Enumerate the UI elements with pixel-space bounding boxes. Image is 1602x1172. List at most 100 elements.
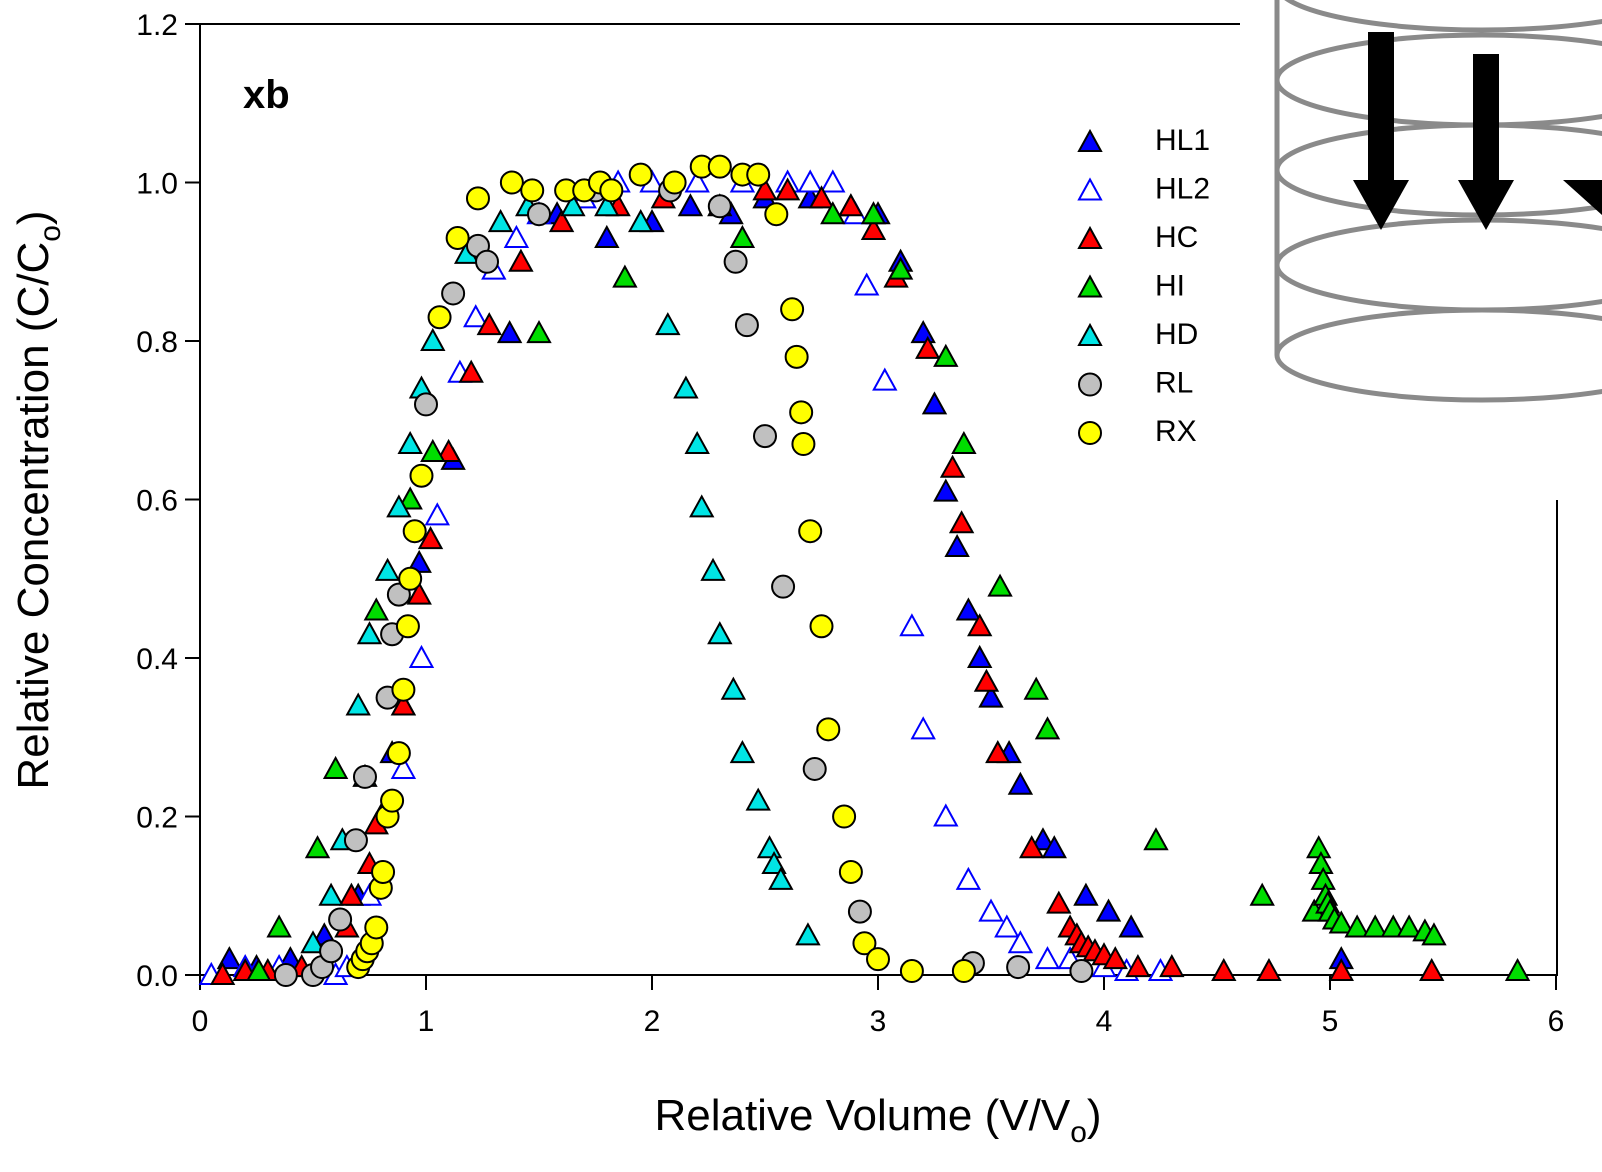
data-point <box>1328 957 1354 982</box>
data-point <box>475 249 500 274</box>
data-point <box>594 224 620 248</box>
data-point <box>872 367 898 391</box>
data-point <box>420 327 446 351</box>
data-point <box>707 194 732 219</box>
data-point <box>300 930 326 954</box>
data-point <box>487 209 514 233</box>
data-point <box>560 193 586 217</box>
data-point <box>343 828 368 853</box>
data-point <box>753 424 777 449</box>
data-point <box>987 573 1013 597</box>
data-point <box>386 494 412 518</box>
data-point <box>973 668 1000 692</box>
data-point <box>1256 957 1282 982</box>
data-point <box>746 162 771 187</box>
data-point <box>445 225 470 250</box>
x-axis-label-sub: o <box>1070 1116 1087 1149</box>
data-point <box>548 209 575 233</box>
data-point <box>1306 835 1332 859</box>
data-point <box>417 526 444 550</box>
data-point <box>689 494 715 518</box>
data-point <box>526 319 552 344</box>
panel-label: xb <box>243 73 290 117</box>
data-point <box>408 644 435 668</box>
data-point <box>729 224 756 248</box>
data-point <box>784 344 809 369</box>
series <box>246 201 1531 982</box>
data-point <box>499 170 524 195</box>
data-point <box>1023 676 1049 700</box>
legend-marker <box>1077 274 1103 298</box>
data-point <box>414 392 438 417</box>
data-point <box>1380 914 1406 938</box>
x-tick-label: 6 <box>1548 1005 1565 1038</box>
series <box>209 177 1445 985</box>
data-point <box>386 741 411 766</box>
data-point <box>441 281 466 306</box>
data-point <box>795 922 821 946</box>
column-ring <box>1274 307 1602 403</box>
data-point <box>406 581 432 605</box>
flow-arrow <box>1368 32 1394 182</box>
data-point <box>887 256 914 280</box>
data-point <box>1018 835 1045 859</box>
plot-area: 0.0 0.2 0.4 0.6 0.8 1.0 1.2 0 1 2 3 4 5 6 <box>136 9 1564 1038</box>
data-point <box>1344 914 1370 938</box>
column-diagram <box>1274 0 1602 403</box>
data-point <box>860 201 887 225</box>
y-axis-label-sub: o <box>34 225 67 242</box>
legend-marker <box>1077 322 1103 346</box>
data-point <box>520 178 545 203</box>
data-point <box>729 740 756 764</box>
data-point <box>756 835 783 859</box>
data-point <box>318 882 344 906</box>
data-point <box>322 755 349 779</box>
series <box>300 193 821 954</box>
data-point <box>397 486 423 510</box>
data-point <box>955 597 982 621</box>
legend-label: HL1 <box>1155 124 1210 157</box>
data-point <box>720 676 747 700</box>
data-point <box>866 947 890 972</box>
data-point <box>1396 914 1422 938</box>
x-axis-label-part: ) <box>1087 1091 1102 1140</box>
data-point <box>939 454 966 478</box>
data-point <box>707 154 732 179</box>
x-tick-label: 1 <box>418 1005 435 1038</box>
data-point <box>684 430 710 455</box>
data-point <box>352 764 377 789</box>
data-point <box>933 343 959 367</box>
x-tick-label: 4 <box>1096 1005 1113 1038</box>
data-point <box>1041 835 1067 859</box>
x-tick-label: 3 <box>870 1005 887 1038</box>
data-point <box>463 304 489 328</box>
data-point <box>628 209 654 233</box>
legend-label: RX <box>1155 415 1197 448</box>
data-point <box>273 963 298 987</box>
data-point <box>612 264 638 288</box>
data-point <box>978 684 1004 708</box>
data-point <box>994 914 1020 938</box>
y-tick-label: 1.0 <box>136 168 178 201</box>
data-point <box>503 224 530 248</box>
column-ring <box>1284 0 1602 33</box>
data-point <box>364 915 389 940</box>
data-point <box>915 335 941 359</box>
data-point <box>1102 946 1128 970</box>
data-point <box>527 202 551 227</box>
data-point <box>1421 922 1447 946</box>
data-point <box>1249 882 1275 906</box>
data-point <box>328 907 353 932</box>
data-point <box>734 313 759 338</box>
data-point <box>424 502 450 526</box>
data-point <box>985 740 1011 764</box>
data-point <box>780 297 805 322</box>
data-point <box>1034 716 1061 740</box>
data-point <box>397 430 423 455</box>
data-point <box>967 644 993 668</box>
y-axis-label: Relative Concentration (C/Co) <box>9 210 67 789</box>
data-point <box>1034 946 1061 970</box>
legend-marker <box>1077 225 1103 249</box>
y-tick-label: 0.0 <box>136 960 178 993</box>
